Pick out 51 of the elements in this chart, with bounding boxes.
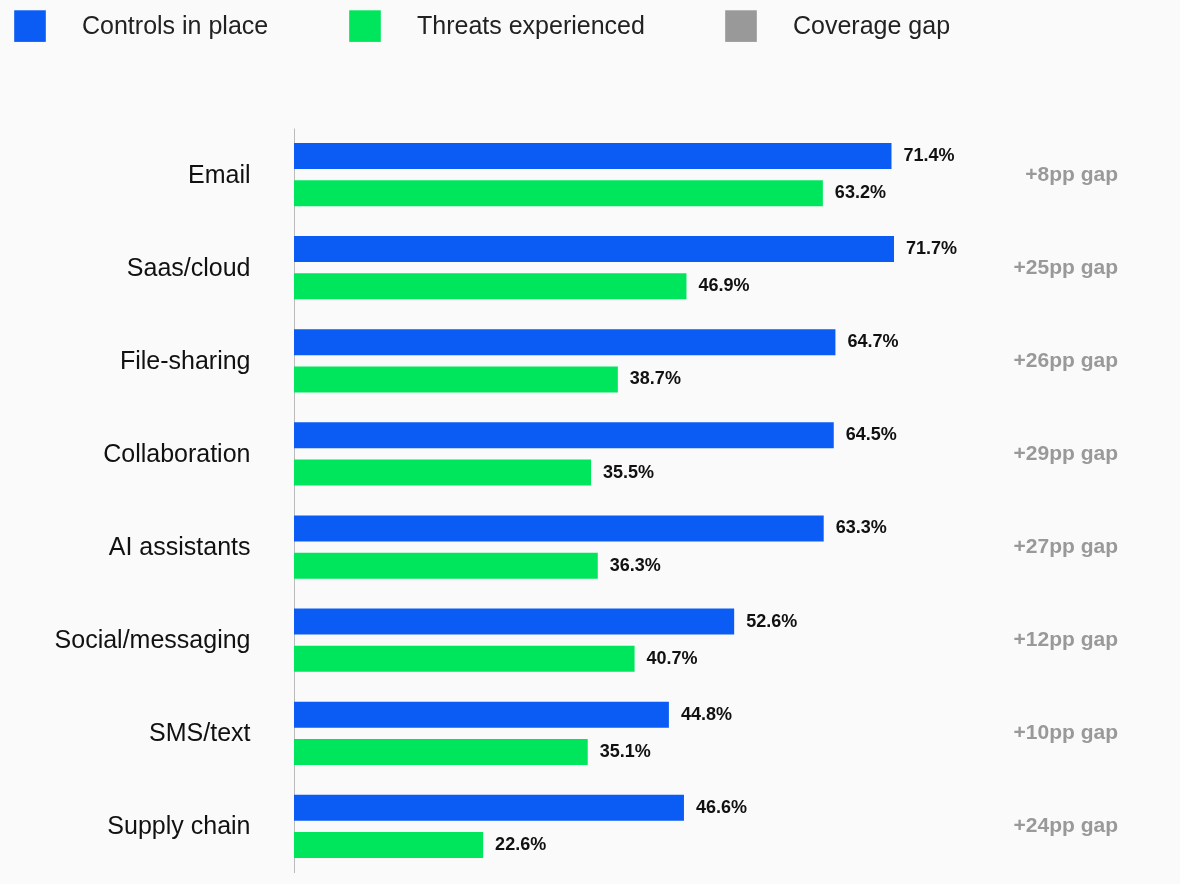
bar (294, 142, 892, 169)
legend-label: Controls in place (82, 11, 269, 40)
text: +10pp gap (1013, 720, 1118, 744)
bar (294, 832, 484, 859)
data-label: 44.8% (680, 703, 732, 724)
data-label: 52.6% (746, 610, 798, 631)
bar (294, 273, 687, 300)
bar (294, 366, 618, 393)
bar (294, 701, 669, 728)
legend-label: Coverage gap (793, 11, 951, 40)
bar (294, 738, 588, 765)
y-tick-label: Social/messaging (54, 625, 251, 654)
y-tick-label: Saas/cloud (126, 252, 251, 281)
y-tick-label: Email (187, 159, 251, 188)
bar (294, 515, 824, 542)
data-label: 64.7% (847, 331, 899, 352)
data-label: 35.1% (599, 740, 651, 761)
text: +25pp gap (1013, 254, 1118, 278)
y-tick-label: File-sharing (119, 345, 251, 374)
data-label: 63.3% (835, 517, 887, 538)
bar (294, 645, 635, 672)
text: +26pp gap (1013, 347, 1118, 371)
bar (294, 329, 836, 356)
bar (294, 552, 598, 579)
bar (294, 794, 684, 821)
text: +27pp gap (1013, 534, 1118, 558)
y-tick-label: AI assistants (108, 532, 251, 561)
data-label: 46.6% (695, 796, 748, 817)
bar (294, 422, 834, 449)
data-label: 35.5% (603, 461, 655, 482)
data-label: 71.7% (906, 238, 958, 259)
data-label: 40.7% (646, 647, 698, 668)
data-label: 63.2% (834, 182, 886, 203)
data-label: 22.6% (495, 834, 547, 855)
text: +12pp gap (1013, 627, 1118, 651)
y-tick-label: Supply chain (107, 811, 251, 840)
data-label: 46.9% (698, 275, 750, 296)
data-label: 64.5% (845, 424, 897, 445)
y-tick-label: Collaboration (103, 438, 251, 467)
y-tick-label: SMS/text (149, 718, 251, 747)
data-label: 36.3% (609, 554, 661, 575)
bar (294, 236, 894, 263)
data-label: 71.4% (903, 144, 955, 165)
text: +29pp gap (1013, 440, 1118, 464)
data-label: 38.7% (629, 368, 681, 389)
bar (294, 459, 592, 486)
text: +24pp gap (1013, 813, 1118, 837)
bar (294, 180, 823, 207)
legend-label: Threats experienced (417, 11, 645, 40)
bar (294, 608, 735, 635)
text: +8pp gap (1025, 161, 1118, 185)
